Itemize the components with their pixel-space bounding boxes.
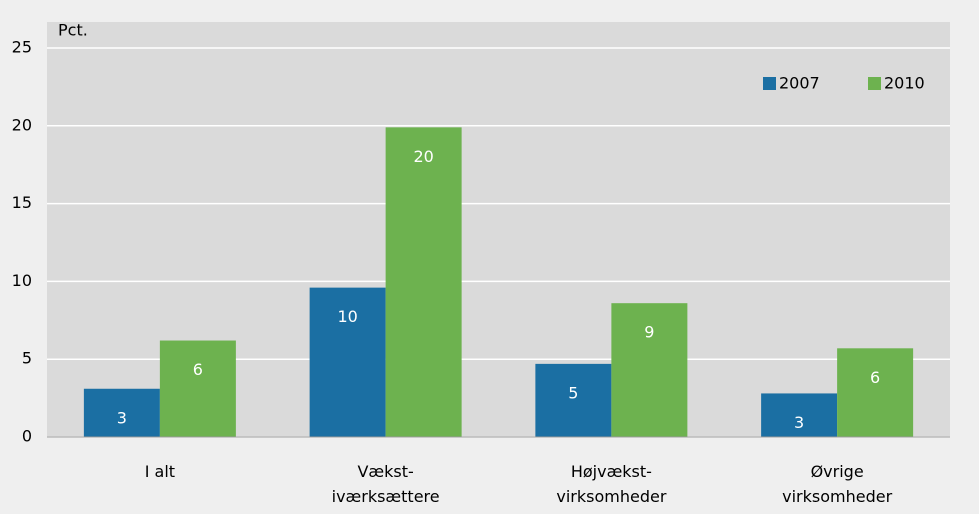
x-tick-label-line: Vækst- — [357, 462, 413, 481]
y-tick-label: 5 — [22, 349, 32, 368]
legend-label: 2007 — [779, 74, 820, 93]
bar — [309, 287, 386, 437]
bar-value-label: 5 — [568, 383, 578, 402]
x-tick-label-line: Højvækst- — [571, 462, 652, 481]
x-tick-label-line: virksomheder — [556, 487, 666, 506]
legend-label: 2010 — [884, 74, 925, 93]
y-tick-label: 20 — [12, 115, 32, 134]
bar — [761, 393, 838, 437]
bar-value-label: 3 — [117, 408, 127, 427]
x-tick-label: Vækst-iværksættere — [332, 462, 440, 506]
x-tick-label: I alt — [145, 462, 175, 481]
x-tick-label-line: I alt — [145, 462, 175, 481]
x-tick-label-line: virksomheder — [782, 487, 892, 506]
bar-value-label: 20 — [413, 147, 433, 166]
x-tick-label-line: iværksættere — [332, 487, 440, 506]
y-tick-label: 15 — [12, 193, 32, 212]
x-tick-label: Øvrige virksomheder — [782, 462, 892, 506]
bar — [535, 363, 612, 437]
x-tick-label: Højvækst-virksomheder — [556, 462, 666, 506]
bar — [611, 303, 688, 437]
bar — [385, 127, 462, 437]
legend-swatch — [763, 77, 776, 90]
bar — [837, 348, 914, 437]
y-tick-label: 10 — [12, 271, 32, 290]
bar-value-label: 3 — [794, 413, 804, 432]
bar — [159, 340, 236, 437]
bar-value-label: 10 — [337, 307, 357, 326]
bar-value-label: 9 — [644, 323, 654, 342]
legend-swatch — [868, 77, 881, 90]
y-axis-label: Pct. — [58, 21, 88, 40]
bar-value-label: 6 — [870, 368, 880, 387]
y-tick-label: 0 — [22, 427, 32, 446]
y-tick-label: 25 — [12, 38, 32, 57]
x-tick-label-line: Øvrige — [811, 462, 864, 481]
bar-value-label: 6 — [193, 360, 203, 379]
bar — [83, 388, 160, 437]
